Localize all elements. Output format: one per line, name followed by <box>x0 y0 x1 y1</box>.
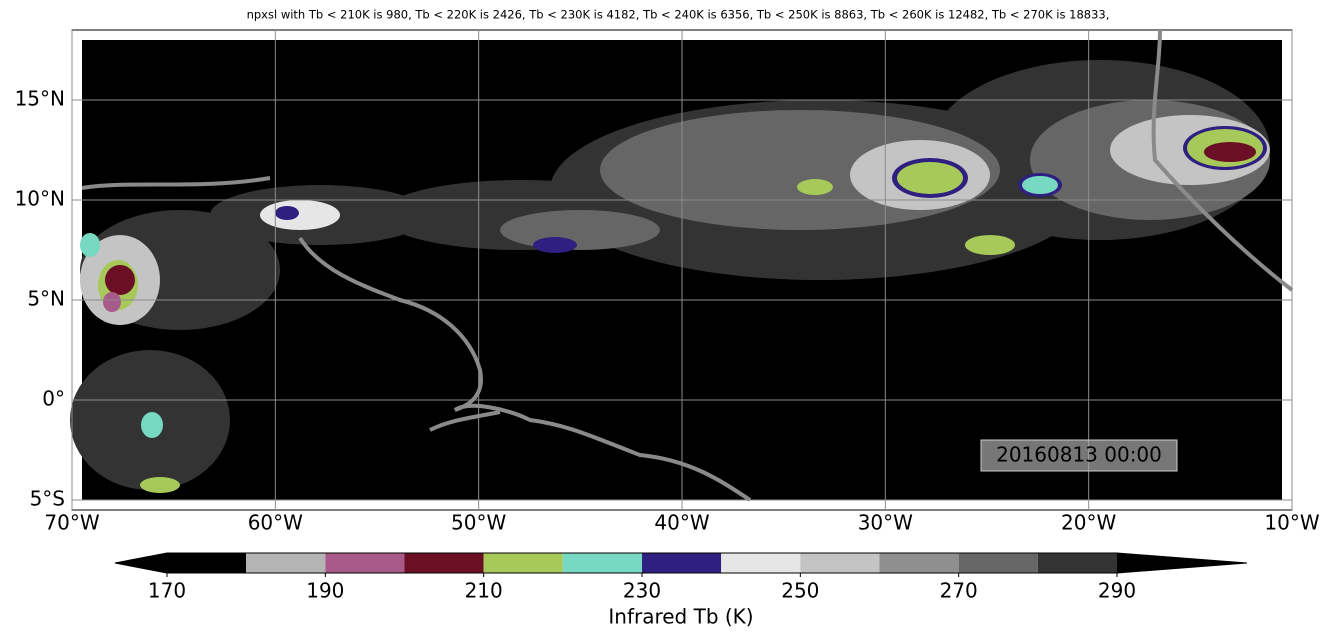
coastline <box>429 410 501 432</box>
colorbar-segment <box>167 553 247 573</box>
colorbar-segment <box>642 553 722 573</box>
y-tick-label: 0° <box>42 387 65 411</box>
colorbar-tick-label: 210 <box>465 579 503 603</box>
timestamp: 20160813 00:00 <box>996 443 1162 467</box>
timestamp-box <box>980 439 1178 472</box>
colorbar-extend-over <box>1117 553 1247 573</box>
colorbar-segment <box>404 553 484 573</box>
colorbar-segment <box>958 553 1038 573</box>
colorbar-segment <box>483 553 563 573</box>
x-tick-label: 20°W <box>1061 511 1116 535</box>
x-tick-label: 70°W <box>44 511 99 535</box>
y-tick-label: 5°S <box>30 487 65 511</box>
colorbar-tick-label: 190 <box>306 579 344 603</box>
colorbar-segment <box>800 553 880 573</box>
colorbar-segment <box>562 553 642 573</box>
colorbar-segment <box>1037 553 1117 573</box>
coastline <box>1151 29 1294 292</box>
colorbar-segment <box>721 553 801 573</box>
y-tick-label: 10°N <box>15 187 65 211</box>
title: npxsl with Tb < 210K is 980, Tb < 220K i… <box>247 8 1110 22</box>
colorbar-tick-label: 250 <box>781 579 819 603</box>
x-tick-label: 10°W <box>1264 511 1319 535</box>
x-tick-label: 50°W <box>451 511 506 535</box>
x-tick-label: 30°W <box>858 511 913 535</box>
colorbar-tick-label: 270 <box>940 579 978 603</box>
colorbar-segment <box>879 553 959 573</box>
x-tick-label: 40°W <box>654 511 709 535</box>
y-tick-label: 15°N <box>15 87 65 111</box>
colorbar-tick-label: 290 <box>1098 579 1136 603</box>
colorbar-label: Infrared Tb (K) <box>608 605 753 629</box>
colorbar-tick-label: 230 <box>623 579 661 603</box>
coastline <box>81 176 752 502</box>
colorbar-extend-under <box>115 553 167 573</box>
x-tick-label: 60°W <box>248 511 303 535</box>
colorbar-segment <box>246 553 326 573</box>
y-tick-label: 5°N <box>27 287 65 311</box>
colorbar-segment <box>325 553 405 573</box>
colorbar-tick-label: 170 <box>148 579 186 603</box>
